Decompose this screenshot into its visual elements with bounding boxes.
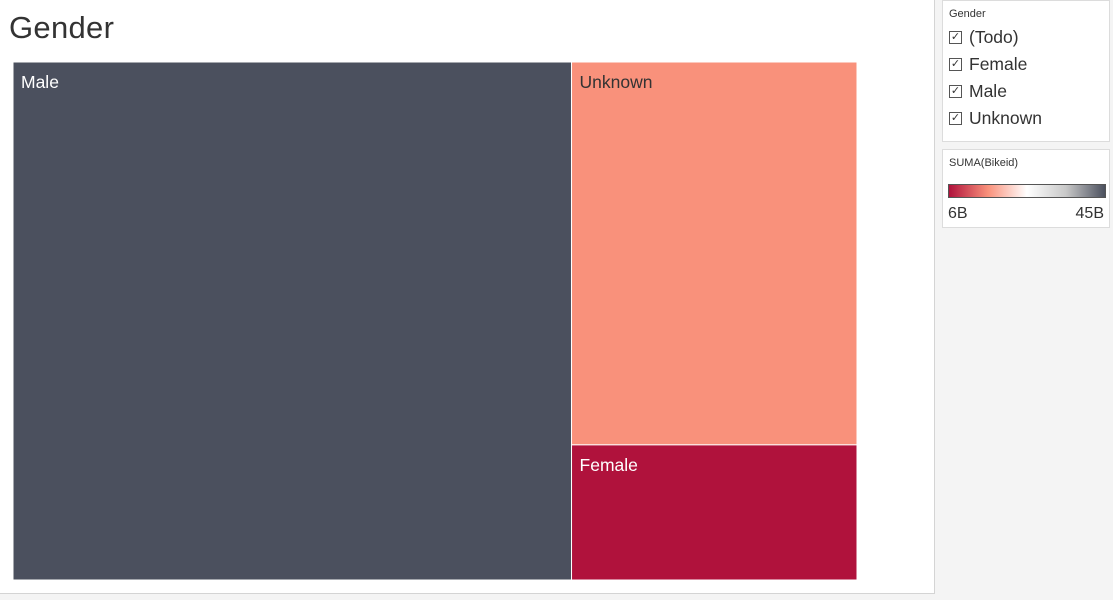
filter-title: Gender [949,8,986,20]
checkbox-icon[interactable]: ✓ [949,31,962,44]
filter-item-label: (Todo) [969,27,1019,47]
color-legend-card: SUMA(Bikeid) 6B 45B [942,149,1110,228]
treemap-tile-male[interactable]: Male [13,62,573,580]
filter-list: ✓ (Todo) ✓ Female ✓ Male ✓ Unknown [943,21,1109,132]
checkbox-icon[interactable]: ✓ [949,85,962,98]
checkbox-icon[interactable]: ✓ [949,58,962,71]
legend-min-label: 6B [948,205,968,222]
treemap-tile-female[interactable]: Female [571,444,857,580]
treemap-rect[interactable] [13,62,573,580]
treemap-tile-label: Unknown [580,72,653,92]
filter-item-label: Female [969,54,1028,74]
filter-item-label: Unknown [969,108,1042,128]
filter-item-todo[interactable]: ✓ (Todo) [943,24,1109,51]
checkbox-icon[interactable]: ✓ [949,112,962,125]
treemap-rect[interactable] [571,444,857,580]
treemap-rect[interactable] [571,62,857,446]
legend-max-label: 45B [1075,205,1104,222]
chart-title: Gender [9,10,115,45]
treemap-chart: Male Unknown Female [13,62,857,580]
filter-item-label: Male [969,81,1007,101]
treemap-tile-label: Female [580,455,638,475]
gender-filter-card: Gender ✓ (Todo) ✓ Female ✓ Male ✓ Unknown [942,0,1110,142]
legend-title: SUMA(Bikeid) [949,157,1019,169]
filter-item-female[interactable]: ✓ Female [943,51,1109,78]
filter-item-male[interactable]: ✓ Male [943,78,1109,105]
treemap-tile-label: Male [21,72,59,92]
legend-gradient-bar [948,184,1106,198]
worksheet-pane: Gender Male Unknown Female [0,0,935,594]
filter-item-unknown[interactable]: ✓ Unknown [943,105,1109,132]
treemap-tile-unknown[interactable]: Unknown [571,62,857,446]
